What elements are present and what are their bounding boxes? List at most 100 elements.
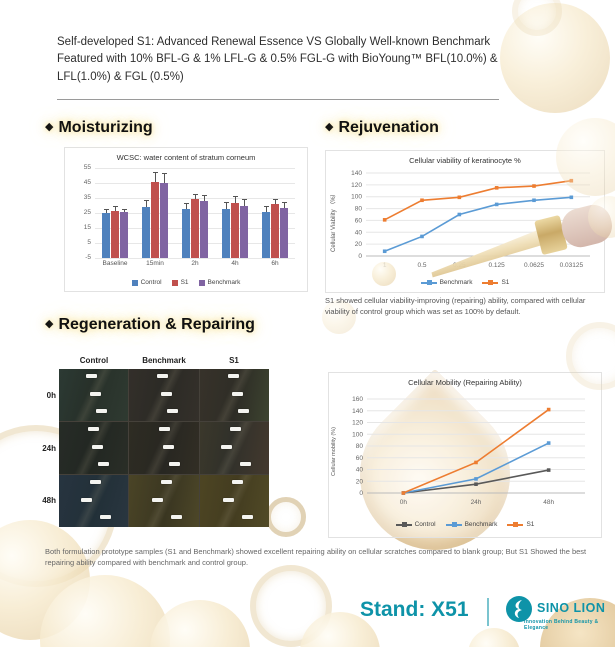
bubble-decoration — [512, 0, 562, 36]
measurement-tag — [231, 391, 243, 396]
y-axis-label: Cellular mobility (%) — [331, 427, 337, 477]
legend-label: Control — [414, 521, 436, 528]
measurement-tag — [160, 391, 172, 396]
bar-s1 — [271, 204, 279, 258]
chart-legend: Benchmark S1 — [326, 279, 604, 286]
axis-category-label: 0h — [400, 499, 408, 506]
section-heading-rejuvenation: ◆ Rejuvenation — [325, 119, 439, 136]
axis-tick-label: 100 — [351, 194, 362, 201]
legend-item: Benchmark — [420, 279, 472, 286]
legend-label: Benchmark — [464, 521, 498, 528]
section-heading-moisturizing: ◆ Moisturizing — [45, 119, 153, 136]
section-heading-regeneration: ◆ Regeneration & Repairing — [45, 316, 255, 333]
axis-tick-label: 160 — [352, 396, 363, 403]
measurement-tag — [97, 461, 109, 466]
data-point — [494, 186, 499, 190]
bottom-conclusion-note: Both formulation prototype samples (S1 a… — [45, 547, 587, 567]
error-bar — [272, 199, 278, 204]
measurement-tag — [88, 427, 100, 432]
error-bar — [161, 173, 167, 183]
measurement-tag — [166, 408, 178, 413]
measurement-tag — [91, 444, 103, 449]
bar-control — [262, 211, 270, 258]
axis-tick-label: 45 — [83, 179, 91, 186]
error-bar — [183, 203, 189, 209]
axis-tick-label: 140 — [352, 408, 363, 415]
bar-benchmark — [240, 206, 248, 258]
axis-tick-label: 55 — [83, 164, 91, 171]
microscopy-image — [129, 422, 199, 474]
bar-plot-area: -5 5 15 25 35 45 55 Baseline 15min 2h 4h 6h — [84, 164, 295, 267]
legend-item: S1 — [507, 521, 534, 528]
legend-item: S1 — [482, 279, 509, 286]
data-point — [546, 407, 551, 412]
legend-item: Benchmark — [198, 279, 240, 286]
legend-marker — [395, 522, 412, 527]
brand-name: SINO LION — [537, 601, 606, 615]
error-bar — [143, 200, 149, 207]
diamond-bullet-icon: ◆ — [45, 318, 54, 330]
microscopy-image — [129, 369, 199, 421]
legend-marker-square — [426, 280, 432, 285]
stand-number: Stand: X51 — [360, 598, 469, 621]
page-title: Self-developed S1: Advanced Renewal Esse… — [57, 36, 498, 83]
bar-benchmark — [160, 183, 168, 258]
moisturizing-bar-chart: WCSC: water content of stratum corneum -… — [64, 147, 308, 292]
measurement-tag — [90, 480, 102, 485]
axis-tick-label: 80 — [356, 443, 364, 450]
diamond-bullet-icon: ◆ — [45, 121, 54, 133]
legend-label: S1 — [501, 279, 510, 286]
error-bar — [232, 196, 238, 204]
bubble-decoration — [40, 575, 170, 647]
data-point — [420, 234, 424, 239]
measurement-tag — [228, 374, 240, 379]
microscopy-row-labels: 0h 24h 48h — [34, 369, 56, 527]
measurement-tag — [157, 374, 169, 379]
data-point — [382, 218, 387, 222]
bubble-decoration — [266, 497, 306, 537]
chart-legend: Control Benchmark S1 — [329, 521, 601, 528]
microscopy-image — [59, 422, 129, 474]
microscopy-column-header: S1 — [229, 356, 239, 365]
legend-marker — [482, 280, 499, 285]
microscopy-column-headers: Control Benchmark S1 — [59, 356, 269, 365]
error-bar — [121, 209, 127, 213]
legend-swatch — [131, 279, 138, 286]
axis-tick-label: 140 — [351, 170, 362, 177]
axis-category-label: 48h — [543, 499, 554, 506]
data-point — [420, 198, 424, 203]
error-bar — [201, 194, 207, 202]
microscopy-image-grid — [59, 369, 269, 527]
legend-marker — [445, 522, 462, 527]
error-bar — [263, 206, 269, 212]
error-bar — [192, 194, 198, 199]
axis-category-label: 24h — [471, 499, 482, 506]
axis-tick-label: 60 — [355, 217, 363, 224]
bar-control — [102, 213, 110, 258]
data-point — [569, 178, 574, 183]
measurement-tag — [162, 444, 174, 449]
y-axis-label: Cellular Viability （%） — [331, 190, 337, 252]
axis-category-label: 1 — [383, 262, 387, 269]
bubble-decoration — [250, 565, 332, 647]
axis-category-label: 6h — [271, 260, 279, 267]
data-point — [494, 202, 499, 207]
measurement-tag — [223, 497, 235, 502]
grid-line — [95, 168, 295, 169]
bubble-decoration — [468, 628, 520, 647]
data-point — [474, 477, 478, 481]
microscopy-row-label: 48h — [42, 496, 56, 506]
axis-tick-label: 60 — [356, 455, 364, 462]
axis-category-label: Baseline — [102, 260, 128, 267]
axis-tick-label: 15 — [83, 224, 91, 231]
bar-s1 — [151, 181, 159, 258]
legend-item: Benchmark — [445, 521, 498, 528]
grid-line — [95, 183, 295, 184]
measurement-tag — [239, 461, 251, 466]
axis-category-label: 2h — [191, 260, 199, 267]
axis-tick-label: 5 — [87, 239, 91, 246]
microscopy-image — [199, 369, 269, 421]
axis-tick-label: 20 — [356, 478, 364, 485]
legend-marker — [420, 280, 437, 285]
